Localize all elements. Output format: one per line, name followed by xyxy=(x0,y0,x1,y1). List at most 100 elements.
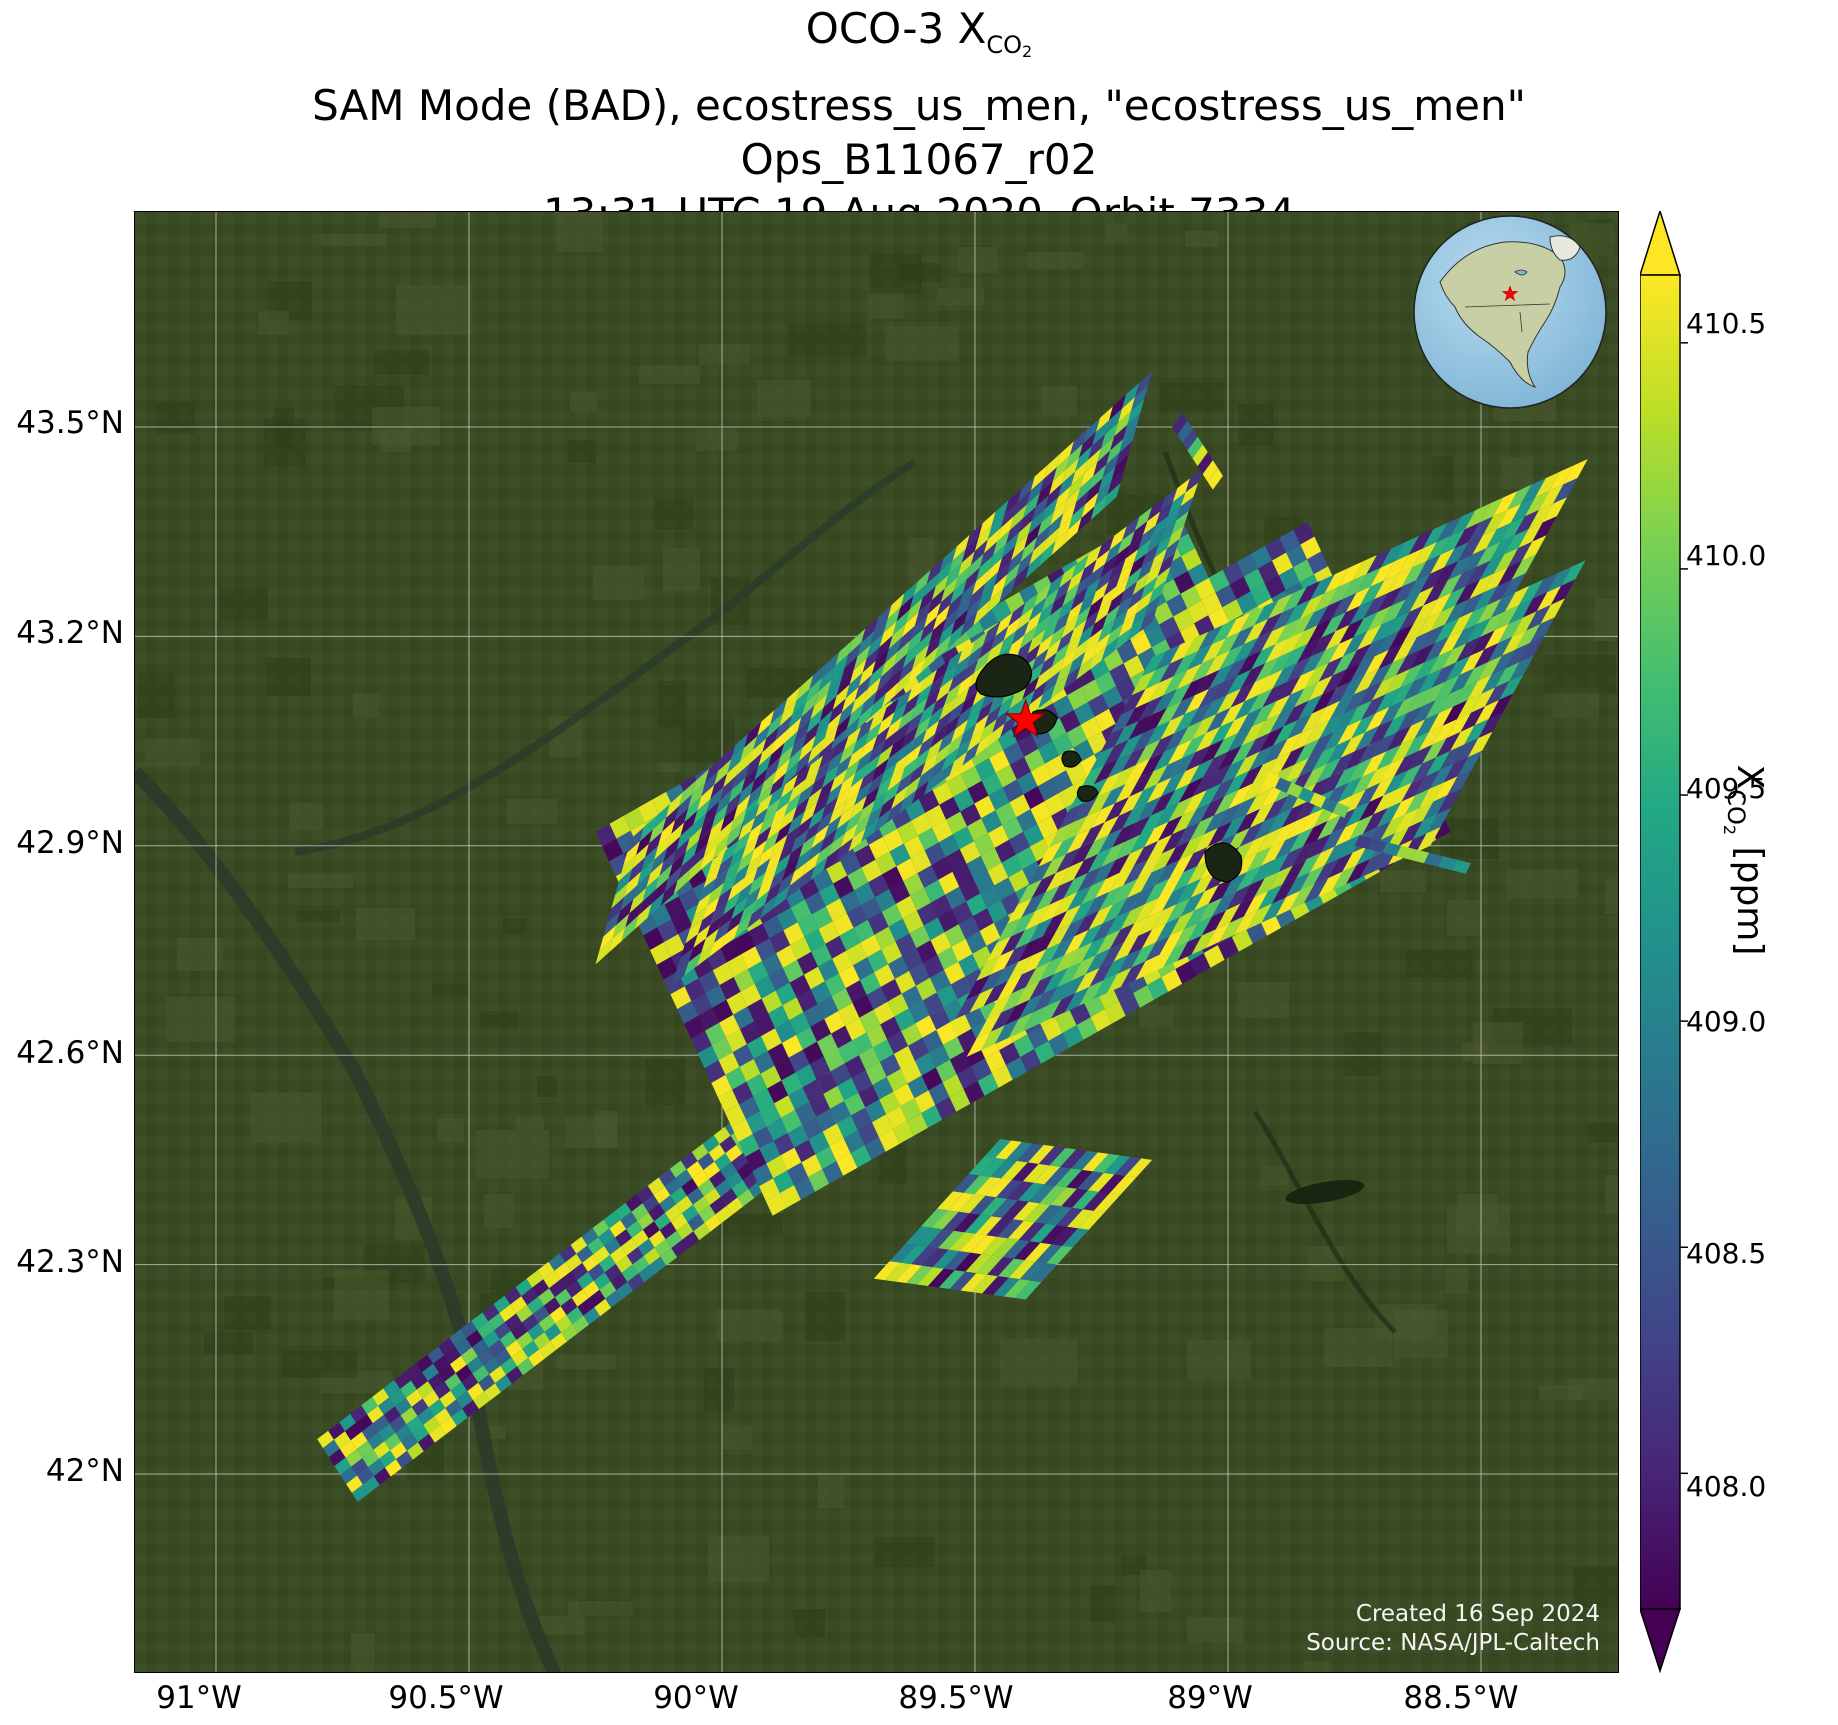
xco2-sounding xyxy=(1079,559,1097,583)
xco2-sounding xyxy=(1428,649,1453,675)
xco2-sounding xyxy=(869,707,887,732)
xco2-sounding xyxy=(991,1065,1013,1088)
xco2-sounding xyxy=(1198,682,1224,708)
field-patch xyxy=(1187,1617,1243,1642)
xco2-sounding xyxy=(1264,575,1286,599)
xco2-sounding xyxy=(1186,802,1211,828)
xco2-sounding xyxy=(483,1356,501,1375)
xco2-sounding xyxy=(401,1433,418,1451)
xco2-sounding xyxy=(921,1105,943,1128)
xco2-sounding xyxy=(1296,852,1321,879)
xco2-sounding xyxy=(1038,841,1063,867)
xco2-sounding xyxy=(438,1337,456,1356)
xco2-sounding xyxy=(1177,663,1202,689)
xco2-sounding xyxy=(789,733,807,759)
xco2-sounding xyxy=(1502,630,1527,656)
xco2-sounding xyxy=(1117,530,1135,555)
xco2-sounding xyxy=(858,767,877,792)
xco2-sounding xyxy=(986,1217,1013,1237)
xco2-sounding xyxy=(731,1119,753,1142)
xco2-sounding xyxy=(775,1020,797,1043)
xco2-sounding xyxy=(1488,636,1513,662)
xco2-sounding xyxy=(1319,713,1344,739)
field-patch xyxy=(556,212,603,252)
xco2-sounding xyxy=(1331,593,1357,619)
xco2-sounding xyxy=(670,1213,688,1231)
xco2-sounding xyxy=(1135,371,1153,397)
xco2-sounding xyxy=(1103,954,1128,981)
xco2-sounding xyxy=(741,835,759,859)
xco2-sounding xyxy=(746,782,764,808)
xco2-sounding xyxy=(1194,577,1216,601)
xco2-sounding xyxy=(1083,1191,1110,1211)
xco2-sounding xyxy=(971,1274,998,1294)
xco2-sounding xyxy=(647,1177,665,1195)
xco2-sounding xyxy=(727,747,745,774)
xco2-sounding xyxy=(1126,815,1151,841)
xco2-sounding xyxy=(668,852,686,879)
xco2-sounding xyxy=(953,1213,981,1233)
xco2-sounding xyxy=(763,756,781,783)
xco2-sounding xyxy=(1033,525,1051,551)
xco2-sounding xyxy=(1079,765,1105,791)
xco2-sounding xyxy=(1145,663,1170,689)
xco2-sounding xyxy=(985,1178,1012,1198)
lon-label-88-5: 88.5°W xyxy=(1403,1680,1519,1716)
xco2-sounding xyxy=(759,770,777,797)
xco2-sounding xyxy=(1041,587,1059,612)
xco2-sounding xyxy=(804,929,826,952)
xco2-sounding xyxy=(921,646,939,673)
lon-label-90-5: 90.5°W xyxy=(388,1680,504,1716)
xco2-sounding xyxy=(527,1323,545,1341)
xco2-sounding xyxy=(847,745,865,769)
xco2-sounding xyxy=(720,805,738,832)
xco2-sounding xyxy=(1144,624,1166,648)
xco2-sounding xyxy=(1510,497,1536,523)
xco2-sounding xyxy=(1094,600,1112,624)
xco2-sounding xyxy=(974,758,996,781)
xco2-sounding xyxy=(896,820,918,844)
xco2-sounding xyxy=(1069,1002,1091,1025)
field-patch xyxy=(177,938,223,971)
xco2-sounding xyxy=(750,768,768,794)
xco2-sounding xyxy=(811,824,829,848)
xco2-sounding xyxy=(799,834,817,858)
xco2-sounding xyxy=(843,1130,865,1153)
field-patch xyxy=(351,1633,375,1672)
xco2-sounding xyxy=(1303,821,1328,847)
xco2-sounding xyxy=(1067,942,1093,968)
cb-tick-409-0: 409.0 xyxy=(1686,1005,1767,1038)
xco2-sounding xyxy=(1479,554,1505,580)
xco2-sounding xyxy=(383,1406,401,1424)
xco2-sounding xyxy=(1233,637,1258,664)
xco2-sounding xyxy=(1105,540,1123,564)
xco2-sounding xyxy=(888,918,910,942)
xco2-sounding xyxy=(1071,1150,1098,1170)
xco2-sounding xyxy=(762,830,780,854)
xco2-sounding xyxy=(1285,814,1310,841)
xco2-sounding xyxy=(1451,510,1476,536)
xco2-sounding xyxy=(795,1101,816,1125)
cb-tick-409-5: 409.5 xyxy=(1686,772,1767,805)
xco2-sounding xyxy=(1433,776,1458,802)
xco2-sounding xyxy=(1118,790,1144,816)
xco2-sounding xyxy=(1035,885,1060,912)
xco2-sounding xyxy=(1084,834,1109,861)
xco2-sounding xyxy=(1317,599,1343,625)
xco2-sounding xyxy=(1400,719,1426,745)
xco2-sounding xyxy=(1098,828,1123,854)
xco2-sounding xyxy=(1036,942,1061,968)
xco2-sounding xyxy=(1023,1203,1051,1223)
xco2-sounding xyxy=(896,739,914,763)
xco2-sounding xyxy=(895,771,913,796)
xco2-sounding xyxy=(1142,511,1161,535)
xco2-sounding xyxy=(1206,764,1232,790)
xco2-sounding xyxy=(638,889,656,916)
xco2-sounding xyxy=(967,728,985,752)
field-patch xyxy=(1090,1585,1115,1622)
xco2-sounding xyxy=(1318,871,1343,897)
xco2-sounding xyxy=(1079,980,1104,1006)
xco2-sounding xyxy=(1048,1033,1070,1056)
xco2-sounding xyxy=(1308,675,1333,701)
xco2-sounding xyxy=(943,1251,971,1271)
